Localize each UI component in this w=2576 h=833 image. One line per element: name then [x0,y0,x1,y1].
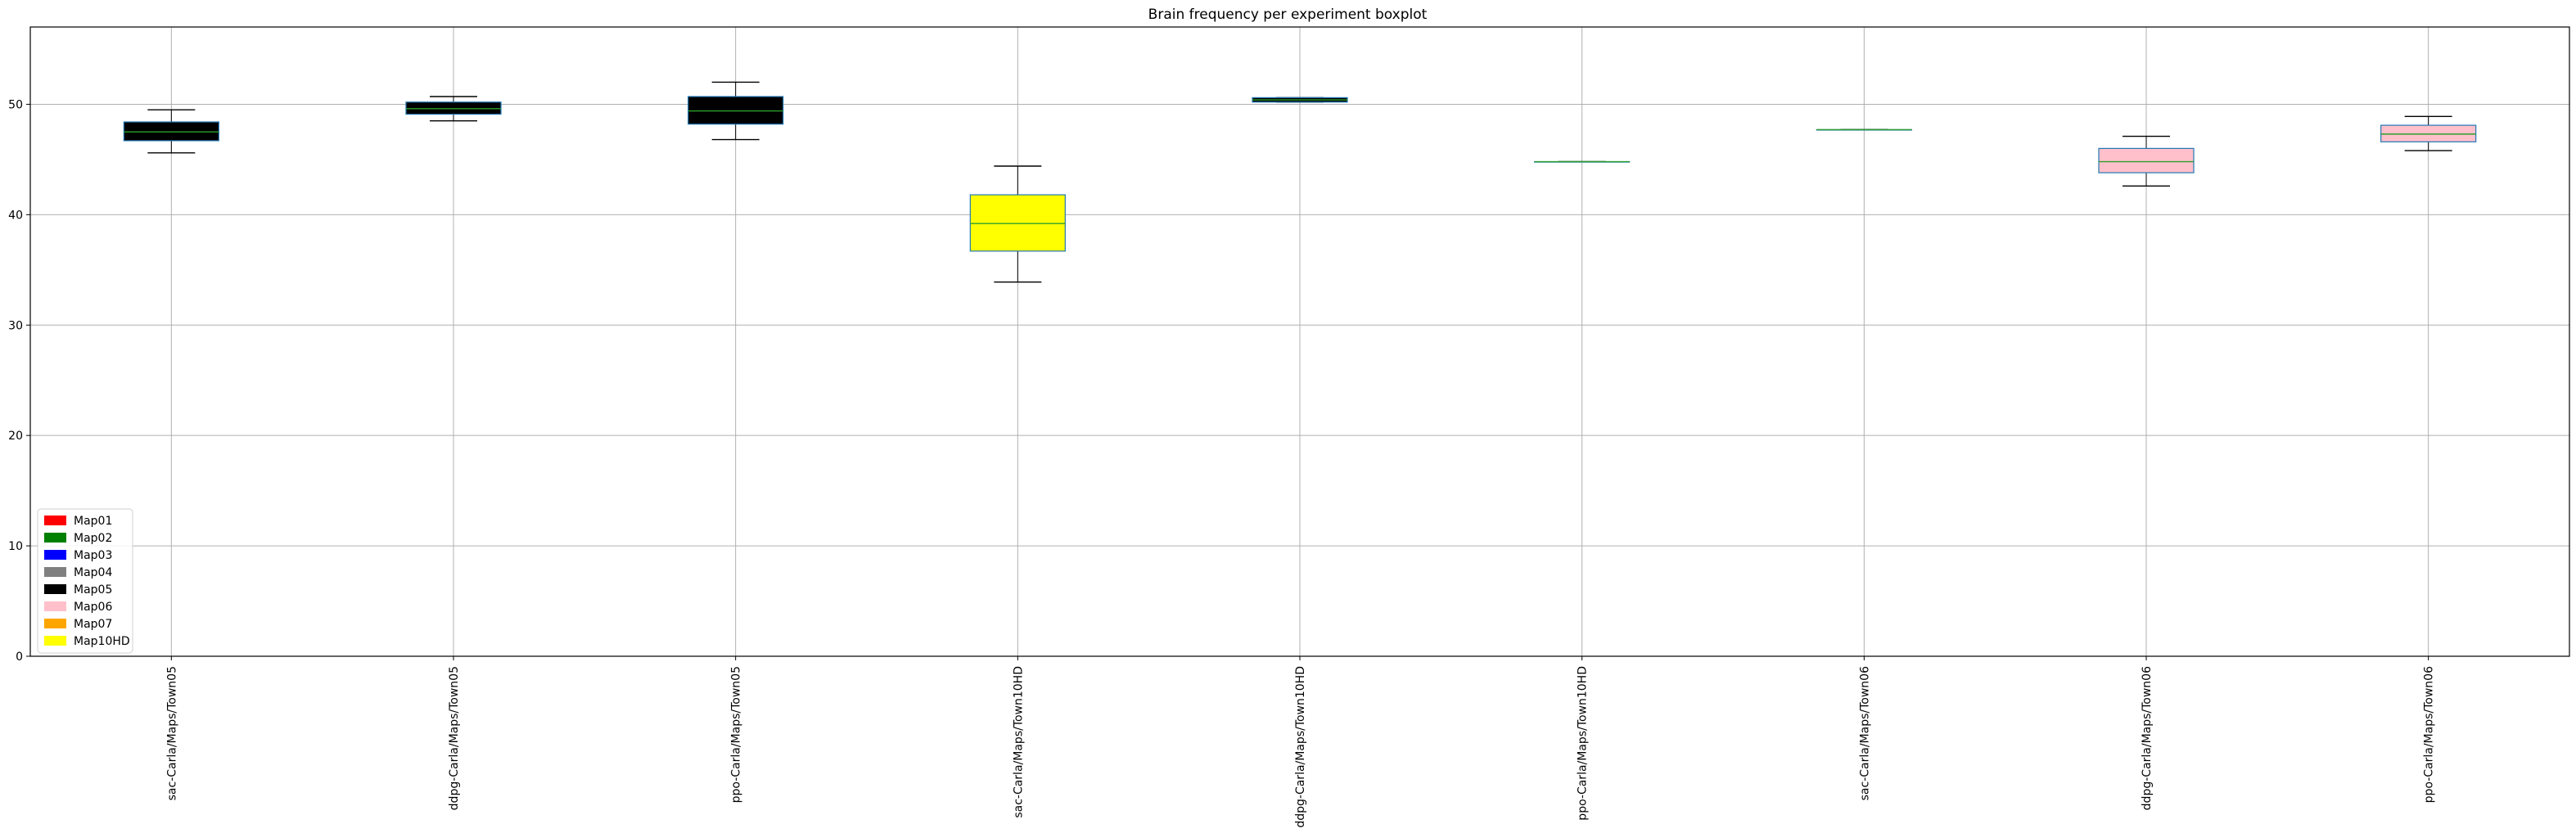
x-tick-label: ppo-Carla/Maps/Town10HD [1577,666,1590,821]
legend-label: Map06 [74,601,112,614]
legend-frame [37,508,133,654]
legend-label: Map02 [74,532,112,545]
x-tick-label: ddpg-Carla/Maps/Town06 [2141,666,2154,810]
box-8 [2380,115,2477,151]
box-4 [1252,97,1348,103]
y-tick-label: 0 [16,651,23,664]
x-tick-label: ppo-Carla/Maps/Town06 [2423,666,2436,803]
legend-label: Map05 [74,583,112,597]
box-7 [2098,135,2195,187]
y-tick-label: 40 [8,209,23,222]
legend-label: Map04 [74,566,112,579]
box-0 [123,109,219,154]
y-tick-label: 10 [8,540,23,553]
chart-title: Brain frequency per experiment boxplot [1148,7,1428,23]
box-1 [405,96,502,122]
legend-label: Map10HD [74,635,130,648]
x-tick-label: ddpg-Carla/Maps/Town05 [448,666,461,810]
legend-label: Map03 [74,549,112,562]
legend-label: Map07 [74,618,112,631]
legend: Map01 Map02 Map03 Map04 Map05 Map06 Map07 Map10… [37,508,133,654]
legend-swatch [44,584,66,594]
legend-swatch [44,533,66,543]
x-tick-label: ddpg-Carla/Maps/Town10HD [1294,666,1307,828]
legend-swatch [44,550,66,560]
x-axis: sac-Carla/Maps/Town05 ddpg-Carla/Maps/Tow… [165,656,2436,828]
boxes [123,81,2477,283]
x-tick-label: ppo-Carla/Maps/Town05 [730,666,743,803]
legend-label: Map01 [74,515,112,528]
box-5 [1534,160,1631,163]
legend-swatch [44,567,66,577]
box-2 [688,81,784,141]
box-body [2098,147,2195,173]
grid [30,27,2569,657]
box-6 [1816,128,1912,131]
legend-swatch [44,636,66,646]
y-tick-label: 50 [8,98,23,111]
x-tick-label: sac-Carla/Maps/Town05 [165,666,178,800]
y-tick-label: 30 [8,319,23,332]
y-axis: 0 10 20 30 40 50 [8,98,30,664]
x-tick-label: sac-Carla/Maps/Town06 [1858,666,1871,800]
box-3 [969,165,1066,283]
legend-swatch [44,601,66,611]
x-tick-label: sac-Carla/Maps/Town10HD [1012,666,1025,818]
y-tick-label: 20 [8,430,23,443]
legend-swatch [44,619,66,628]
legend-swatch [44,516,66,525]
